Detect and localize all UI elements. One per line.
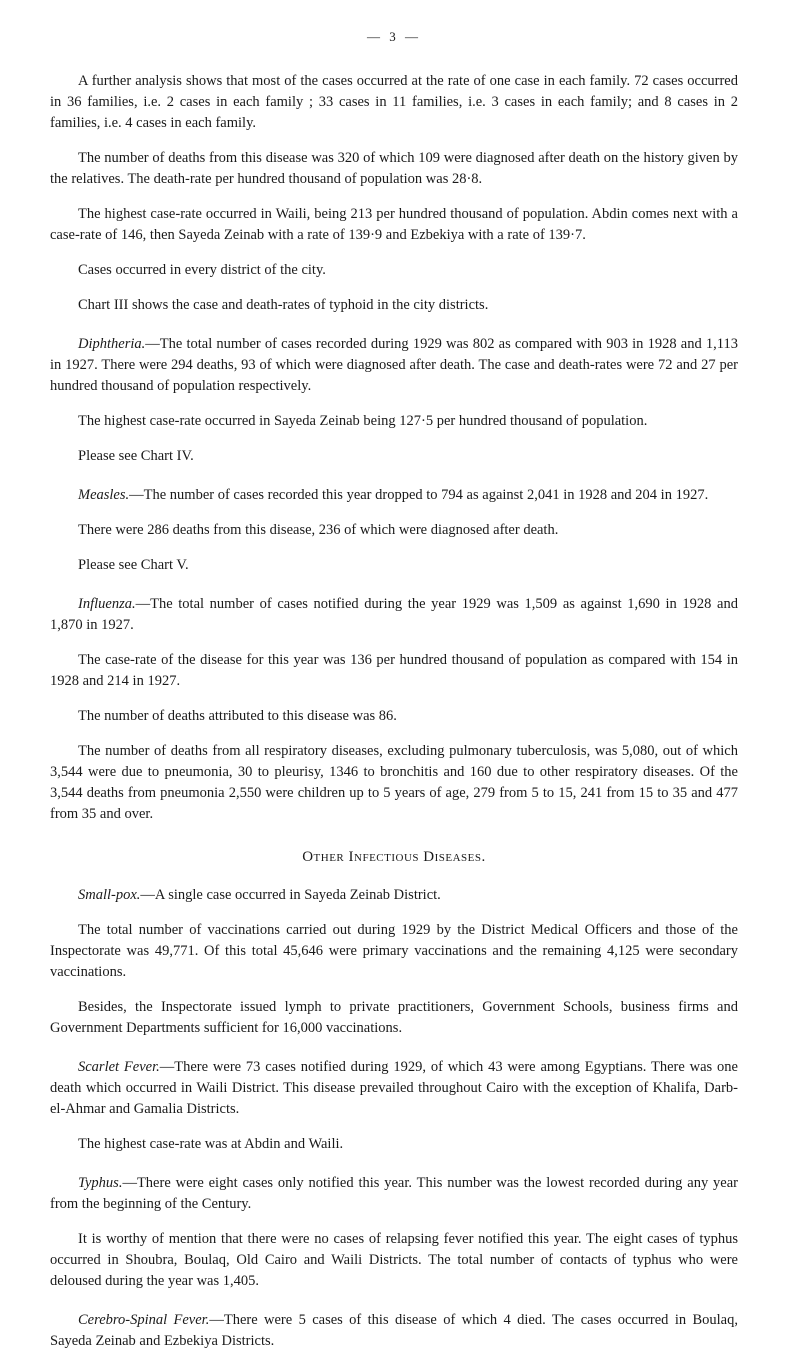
smallpox-block: Small-pox.—A single case occurred in Say… <box>50 885 738 1039</box>
paragraph: The total number of vaccinations carried… <box>50 920 738 983</box>
measles-block: Measles.—The number of cases recorded th… <box>50 485 738 576</box>
paragraph-text: —The number of cases recorded this year … <box>129 487 708 503</box>
paragraph: The highest case-rate was at Abdin and W… <box>50 1134 738 1155</box>
disease-label: Diphtheria. <box>78 336 145 352</box>
paragraph-text: —There were eight cases only notified th… <box>50 1175 738 1212</box>
paragraph: The number of deaths from this disease w… <box>50 148 738 190</box>
paragraph: Please see Chart IV. <box>50 446 738 467</box>
paragraph: Cerebro-Spinal Fever.—There were 5 cases… <box>50 1310 738 1352</box>
paragraph: A further analysis shows that most of th… <box>50 71 738 134</box>
scarlet-block: Scarlet Fever.—There were 73 cases notif… <box>50 1057 738 1155</box>
paragraph: Diphtheria.—The total number of cases re… <box>50 334 738 397</box>
cerebro-block: Cerebro-Spinal Fever.—There were 5 cases… <box>50 1310 738 1352</box>
disease-label: Scarlet Fever. <box>78 1059 160 1075</box>
diphtheria-block: Diphtheria.—The total number of cases re… <box>50 334 738 467</box>
paragraph: The number of deaths from all respirator… <box>50 741 738 825</box>
paragraph: Cases occurred in every district of the … <box>50 260 738 281</box>
influenza-block: Influenza.—The total number of cases not… <box>50 594 738 825</box>
section-heading: Other Infectious Diseases. <box>50 847 738 869</box>
page-number: — 3 — <box>50 28 738 47</box>
paragraph: Chart III shows the case and death-rates… <box>50 295 738 316</box>
paragraph: The highest case-rate occurred in Sayeda… <box>50 411 738 432</box>
disease-label: Cerebro-Spinal Fever. <box>78 1312 209 1328</box>
paragraph-text: —The total number of cases notified duri… <box>50 596 738 633</box>
disease-label: Measles. <box>78 487 129 503</box>
paragraph: Typhus.—There were eight cases only noti… <box>50 1173 738 1215</box>
paragraph: Measles.—The number of cases recorded th… <box>50 485 738 506</box>
paragraph: It is worthy of mention that there were … <box>50 1229 738 1292</box>
paragraph: Small-pox.—A single case occurred in Say… <box>50 885 738 906</box>
paragraph: Scarlet Fever.—There were 73 cases notif… <box>50 1057 738 1120</box>
typhus-block: Typhus.—There were eight cases only noti… <box>50 1173 738 1292</box>
paragraph: The number of deaths attributed to this … <box>50 706 738 727</box>
paragraph-text: —A single case occurred in Sayeda Zeinab… <box>140 887 440 903</box>
paragraph: Besides, the Inspectorate issued lymph t… <box>50 997 738 1039</box>
paragraph: Influenza.—The total number of cases not… <box>50 594 738 636</box>
disease-label: Influenza. <box>78 596 136 612</box>
paragraph: The case-rate of the disease for this ye… <box>50 650 738 692</box>
paragraph-text: —The total number of cases recorded duri… <box>50 336 738 394</box>
paragraph: Please see Chart V. <box>50 555 738 576</box>
disease-label: Typhus. <box>78 1175 122 1191</box>
disease-label: Small-pox. <box>78 887 140 903</box>
intro-block: A further analysis shows that most of th… <box>50 71 738 316</box>
paragraph: The highest case-rate occurred in Waili,… <box>50 204 738 246</box>
paragraph: There were 286 deaths from this disease,… <box>50 520 738 541</box>
